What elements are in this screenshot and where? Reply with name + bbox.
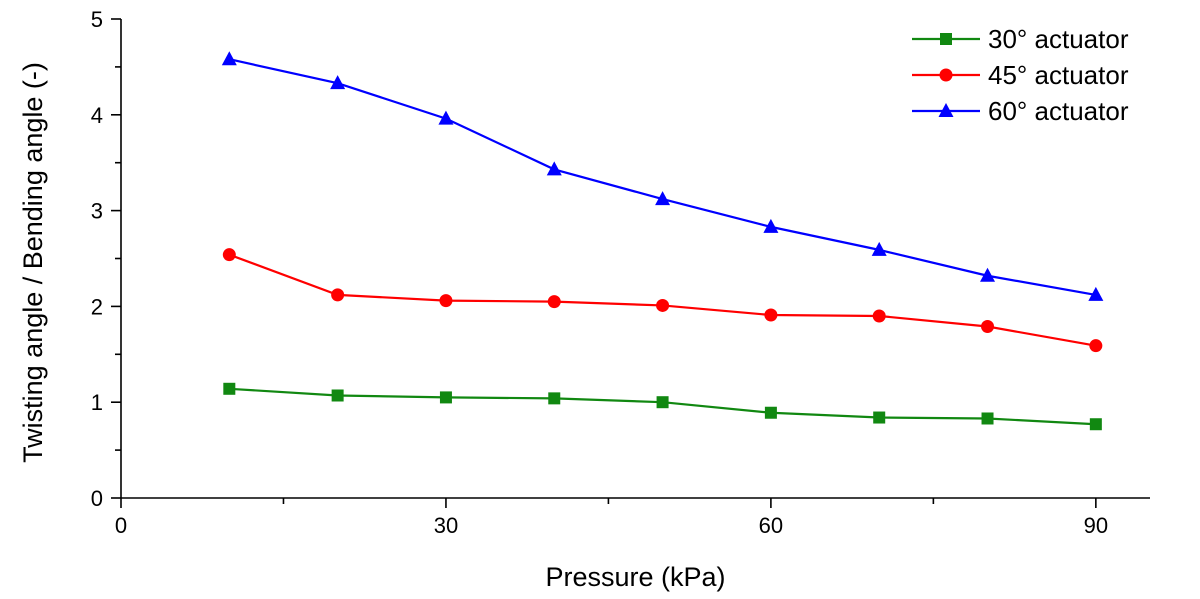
legend-entry: 45° actuator <box>912 60 1129 90</box>
x-tick-label: 0 <box>115 513 127 538</box>
legend: 30° actuator 45° actuator 60° actuator <box>912 24 1129 126</box>
legend-marker <box>938 103 954 117</box>
data-point <box>764 406 777 419</box>
axes: 0 30 60 90 0 1 2 3 4 5 <box>91 7 1150 538</box>
data-point <box>1089 339 1103 353</box>
plot-area <box>221 51 1104 431</box>
data-point <box>439 391 452 404</box>
data-point <box>223 382 236 395</box>
y-tick-label: 4 <box>91 103 103 128</box>
data-point <box>980 267 996 282</box>
y-tick-label: 0 <box>91 486 103 511</box>
x-tick-label: 90 <box>1084 513 1108 538</box>
y-tick-label: 2 <box>91 294 103 319</box>
data-point <box>330 75 346 90</box>
x-axis-title: Pressure (kPa) <box>545 562 725 592</box>
y-tick-label: 3 <box>91 199 103 224</box>
legend-label: 60° actuator <box>988 96 1129 126</box>
x-tick-label: 30 <box>434 513 458 538</box>
y-axis-title: Twisting angle / Bending angle (-) <box>18 62 48 463</box>
data-point <box>656 396 669 409</box>
data-point <box>655 191 671 206</box>
data-point <box>547 295 561 309</box>
series-0 <box>223 382 1102 431</box>
data-point <box>981 320 995 334</box>
data-point <box>763 218 779 233</box>
legend-marker <box>940 33 952 45</box>
series-2 <box>221 51 1104 301</box>
x-tick-label: 60 <box>759 513 783 538</box>
data-point <box>331 389 344 402</box>
y-tick-label: 5 <box>91 7 103 32</box>
legend-entry: 30° actuator <box>912 24 1129 54</box>
legend-label: 30° actuator <box>988 24 1129 54</box>
data-point <box>656 298 670 312</box>
data-point <box>221 51 237 66</box>
data-point <box>438 110 454 125</box>
data-point <box>981 412 994 425</box>
data-point <box>546 161 562 176</box>
data-point <box>548 392 561 405</box>
data-point <box>872 309 886 323</box>
data-point <box>439 294 453 308</box>
legend-marker <box>939 68 953 82</box>
series-line <box>229 58 1097 296</box>
data-point <box>764 308 778 322</box>
legend-entry: 60° actuator <box>912 96 1129 126</box>
data-point <box>1088 286 1104 301</box>
legend-label: 45° actuator <box>988 60 1129 90</box>
y-tick-label: 1 <box>91 390 103 415</box>
data-point <box>873 411 886 424</box>
data-point <box>1089 418 1102 431</box>
data-point <box>871 241 887 256</box>
data-point <box>222 248 236 262</box>
data-point <box>331 288 345 302</box>
series-1 <box>222 248 1103 353</box>
